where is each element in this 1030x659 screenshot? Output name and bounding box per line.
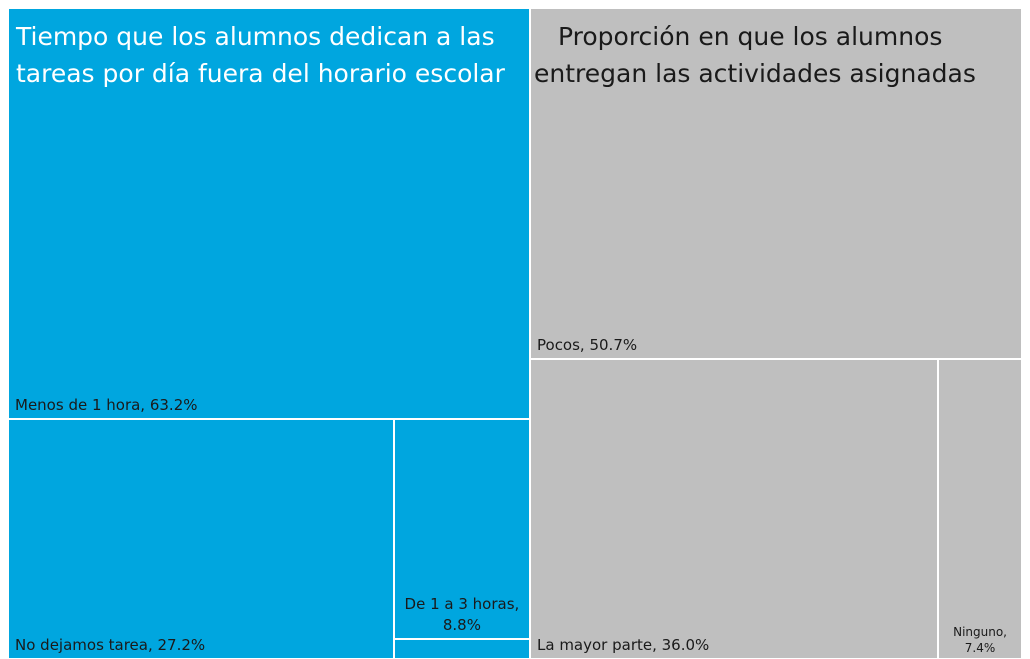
data-label: La mayor parte, 36.0% xyxy=(537,635,710,654)
data-label: No dejamos tarea, 27.2% xyxy=(15,635,206,654)
group-title: Tiempo que los alumnos dedican a las tar… xyxy=(16,22,505,88)
data-label: Ninguno, 7.4% xyxy=(953,624,1007,655)
treemap-tile: La mayor parte, 36.0% xyxy=(530,358,939,659)
treemap-tile: Pocos, 50.7% xyxy=(530,8,1022,359)
treemap-tile xyxy=(393,639,530,659)
treemap-tile: Menos de 1 hora, 63.2% xyxy=(8,8,530,420)
data-label: De 1 a 3 horas, 8.8% xyxy=(404,595,520,635)
group-title: Proporción en que los alumnos entregan l… xyxy=(534,22,976,88)
treemap-tile: No dejamos tarea, 27.2% xyxy=(8,419,394,659)
data-label: Menos de 1 hora, 63.2% xyxy=(15,396,198,415)
data-label: Pocos, 50.7% xyxy=(537,335,638,354)
treemap-tile: Ninguno, 7.4% xyxy=(938,358,1022,659)
treemap-tile: De 1 a 3 horas, 8.8% xyxy=(393,419,530,640)
